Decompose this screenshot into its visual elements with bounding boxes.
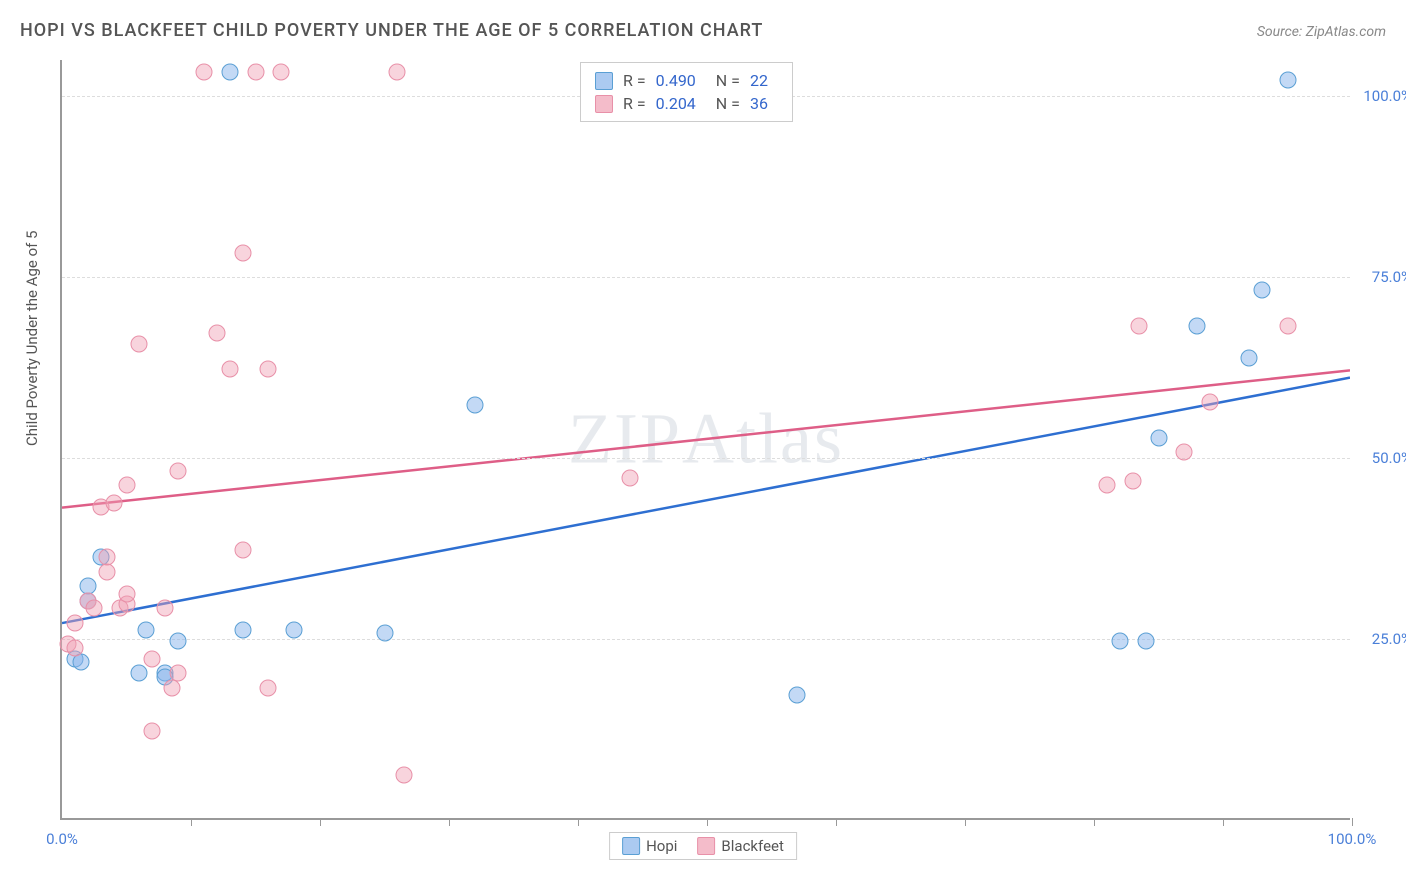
series-legend: Hopi Blackfeet <box>609 832 797 860</box>
blackfeet-point <box>621 469 638 486</box>
hopi-point <box>221 64 238 81</box>
blackfeet-point <box>1279 317 1296 334</box>
blackfeet-swatch-icon <box>595 95 613 113</box>
blackfeet-point <box>1176 444 1193 461</box>
stats-row-blackfeet: R = 0.204 N = 36 <box>595 92 778 115</box>
x-tick-label: 100.0% <box>1328 830 1377 848</box>
correlation-chart: HOPI VS BLACKFEET CHILD POVERTY UNDER TH… <box>20 20 1386 872</box>
x-tick <box>1352 818 1353 826</box>
hopi-trendline <box>62 378 1350 623</box>
y-tick-label: 75.0% <box>1372 268 1406 286</box>
stats-row-hopi: R = 0.490 N = 22 <box>595 69 778 92</box>
hopi-point <box>789 686 806 703</box>
hopi-swatch-icon <box>595 72 613 90</box>
r-label: R = <box>623 94 646 113</box>
blackfeet-swatch <box>697 837 715 855</box>
n-value: 36 <box>750 94 768 113</box>
hopi-point <box>286 621 303 638</box>
gridline <box>62 639 1350 640</box>
r-value: 0.490 <box>656 71 696 90</box>
blackfeet-point <box>163 679 180 696</box>
hopi-point <box>1150 430 1167 447</box>
blackfeet-point <box>260 679 277 696</box>
source-credit: Source: ZipAtlas.com <box>1257 24 1386 40</box>
r-label: R = <box>623 71 646 90</box>
hopi-point <box>1253 281 1270 298</box>
blackfeet-point <box>1131 317 1148 334</box>
blackfeet-point <box>144 650 161 667</box>
blackfeet-point <box>234 245 251 262</box>
blackfeet-point <box>195 64 212 81</box>
watermark: ZIPAtlas <box>568 398 844 481</box>
x-tick <box>320 818 321 826</box>
y-tick-label: 25.0% <box>1372 630 1406 648</box>
x-tick-label: 0.0% <box>46 830 78 848</box>
n-label: N = <box>716 71 740 90</box>
blackfeet-point <box>170 462 187 479</box>
x-tick <box>707 818 708 826</box>
hopi-point <box>170 632 187 649</box>
legend-item-blackfeet: Blackfeet <box>697 837 783 855</box>
hopi-point <box>1137 632 1154 649</box>
y-axis-label: Child Poverty Under the Age of 5 <box>23 231 41 447</box>
hopi-point <box>1279 71 1296 88</box>
blackfeet-point <box>118 585 135 602</box>
blackfeet-point <box>131 335 148 352</box>
x-tick <box>836 818 837 826</box>
hopi-point <box>1240 350 1257 367</box>
hopi-point <box>376 625 393 642</box>
stats-legend: R = 0.490 N = 22 R = 0.204 N = 36 <box>580 62 793 122</box>
hopi-point <box>137 621 154 638</box>
legend-label: Blackfeet <box>721 837 783 855</box>
plot-area: ZIPAtlas 25.0%50.0%75.0%100.0%0.0%100.0% <box>60 60 1350 820</box>
blackfeet-point <box>157 600 174 617</box>
blackfeet-point <box>1098 477 1115 494</box>
blackfeet-point <box>273 64 290 81</box>
blackfeet-point <box>1124 473 1141 490</box>
hopi-point <box>131 665 148 682</box>
n-label: N = <box>716 94 740 113</box>
n-value: 22 <box>750 71 768 90</box>
legend-item-hopi: Hopi <box>622 837 677 855</box>
blackfeet-point <box>170 665 187 682</box>
hopi-swatch <box>622 837 640 855</box>
hopi-point <box>1111 632 1128 649</box>
x-tick <box>1094 818 1095 826</box>
blackfeet-point <box>66 639 83 656</box>
blackfeet-point <box>99 549 116 566</box>
blackfeet-point <box>389 64 406 81</box>
blackfeet-point <box>144 723 161 740</box>
hopi-point <box>234 621 251 638</box>
blackfeet-point <box>234 542 251 559</box>
blackfeet-point <box>221 361 238 378</box>
blackfeet-point <box>260 361 277 378</box>
x-tick <box>191 818 192 826</box>
blackfeet-point <box>395 766 412 783</box>
blackfeet-point <box>66 614 83 631</box>
blackfeet-point <box>105 495 122 512</box>
hopi-point <box>73 654 90 671</box>
blackfeet-point <box>208 325 225 342</box>
legend-label: Hopi <box>646 837 677 855</box>
blackfeet-point <box>247 64 264 81</box>
x-tick <box>578 818 579 826</box>
blackfeet-point <box>1202 393 1219 410</box>
hopi-point <box>466 397 483 414</box>
r-value: 0.204 <box>656 94 696 113</box>
y-tick-label: 50.0% <box>1372 449 1406 467</box>
gridline <box>62 458 1350 459</box>
x-tick <box>965 818 966 826</box>
x-tick <box>449 818 450 826</box>
blackfeet-point <box>99 563 116 580</box>
x-tick <box>1223 818 1224 826</box>
chart-title: HOPI VS BLACKFEET CHILD POVERTY UNDER TH… <box>20 20 763 41</box>
gridline <box>62 277 1350 278</box>
blackfeet-point <box>118 477 135 494</box>
blackfeet-point <box>86 600 103 617</box>
y-tick-label: 100.0% <box>1363 87 1406 105</box>
hopi-point <box>1189 317 1206 334</box>
